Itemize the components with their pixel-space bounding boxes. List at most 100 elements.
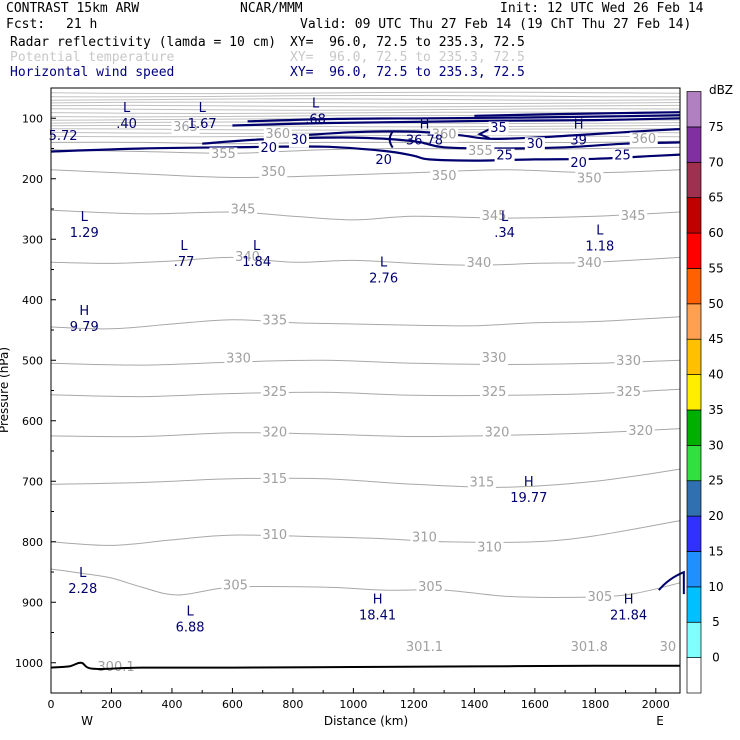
wind-label: 20: [570, 156, 587, 171]
theta-label: 360: [265, 127, 290, 142]
wind-label: 20: [375, 153, 392, 168]
theta-label-bg: [466, 144, 495, 159]
extremum-value: 1.84: [242, 255, 271, 270]
wind-label: 30: [527, 137, 544, 152]
colorbar-swatch: [686, 268, 702, 305]
colorbar-unit: dBZ: [709, 83, 733, 97]
center-label: NCAR/MMM: [240, 1, 303, 16]
theta-label: 310: [477, 540, 502, 555]
theta-label: 355: [211, 147, 236, 162]
extremum-letter: L: [501, 210, 509, 225]
theta-label: 340: [466, 256, 491, 271]
theta-label-bg: [402, 640, 447, 655]
theta-label-bg: [260, 385, 289, 400]
colorbar-swatch: [686, 338, 702, 375]
west-endpoint-label: W: [81, 714, 93, 728]
extremum-value: 2.76: [369, 271, 398, 286]
extremum-value: .34: [494, 226, 515, 241]
theta-label-bg: [567, 640, 612, 655]
colorbar-swatch: [686, 161, 702, 199]
colorbar-tick-label: 25: [708, 474, 723, 488]
colorbar-tick-label: 75: [708, 120, 723, 134]
field-wind-xy: XY= 96.0, 72.5 to 235.3, 72.5: [290, 65, 525, 80]
theta-label-bg: [619, 209, 648, 224]
wind-label-bg: [373, 153, 394, 168]
colorbar-swatch: [686, 91, 702, 128]
x-tick-label: 0: [48, 698, 55, 711]
theta-upper-contour: [50, 94, 681, 98]
terrain-line: [50, 661, 681, 670]
theta-label-bg: [260, 528, 289, 543]
plot-content: 365 360 355 355 360 360 350 350 350 345 345 345 340 3…: [49, 91, 685, 675]
theta-label: 325: [262, 385, 287, 400]
theta-label-bg: [263, 127, 292, 142]
theta-label-bg: [575, 256, 604, 271]
theta-label-bg: [430, 128, 459, 143]
y-tick-label: 600: [22, 415, 43, 428]
extremum-letter: L: [199, 101, 207, 116]
theta-label: 330: [482, 351, 507, 366]
theta-label-bg: [260, 472, 289, 487]
y-tick-label: 800: [22, 536, 43, 549]
theta-label-bg: [410, 531, 439, 546]
colorbar-swatch: [686, 232, 702, 269]
colorbar-swatch: [686, 586, 702, 623]
theta-label: 340: [577, 256, 602, 271]
theta-label-bg: [259, 165, 288, 180]
extremum-value: 18.41: [359, 608, 396, 623]
extremum-letter: H: [574, 118, 584, 133]
wind-contour-20: [50, 145, 681, 162]
x-tick-label: 600: [222, 698, 243, 711]
theta-contour-360: [50, 140, 681, 145]
wind-label-bg: [258, 141, 279, 156]
extremum-letter: L: [312, 96, 320, 111]
theta-label: 301.8: [571, 640, 608, 655]
extremum-letter: L: [180, 239, 188, 254]
theta-label: 345: [621, 209, 646, 224]
theta-label: 325: [482, 385, 507, 400]
x-tick-label: 2000: [642, 698, 670, 711]
valid-time: Valid: 09 UTC Thu 27 Feb 14 (19 ChT Thu …: [300, 17, 692, 32]
theta-contour-305: [50, 568, 681, 598]
extremum-value: 6.88: [176, 621, 205, 636]
theta-upper-contour: [50, 124, 681, 128]
x-tick-label: 1600: [521, 698, 549, 711]
theta-upper-contour: [50, 131, 681, 134]
theta-label-bg: [221, 578, 250, 593]
extremum-value: .77: [174, 255, 195, 270]
theta-label-bg: [260, 313, 289, 328]
theta-upper-contour: [50, 128, 681, 131]
extremum-letter: H: [420, 118, 430, 133]
extremum-letter: L: [380, 255, 388, 270]
extremum-letter: L: [596, 223, 604, 238]
colorbar-swatch: [686, 515, 702, 552]
colorbar-tick-label: 60: [708, 226, 723, 240]
colorbar-swatch: [686, 197, 702, 234]
theta-contour-320: [50, 428, 681, 438]
theta-label: 345: [482, 209, 507, 224]
theta-label: 320: [485, 425, 510, 440]
theta-label-bg: [229, 203, 258, 218]
wind-label-bg: [488, 121, 509, 136]
extremum-value: .40: [116, 117, 137, 132]
theta-label-bg: [614, 385, 643, 400]
colorbar-tick-label: 5: [712, 615, 720, 629]
extremum-letter: H: [79, 304, 89, 319]
y-axis-label: Pressure (hPa): [0, 347, 11, 433]
colorbar-swatch: [686, 303, 702, 340]
theta-label: 325: [616, 385, 641, 400]
wind-label: 30: [291, 133, 308, 148]
theta-label-bg: [260, 425, 289, 440]
y-tick-label: 200: [22, 173, 43, 186]
x-tick-label: 1000: [339, 698, 367, 711]
extremum-value: 1.29: [70, 226, 99, 241]
theta-label: 350: [261, 165, 286, 180]
y-tick-label: 900: [22, 596, 43, 609]
theta-label-bg: [575, 171, 604, 186]
theta-contour-330: [50, 359, 681, 366]
extremum-letter: H: [524, 475, 534, 490]
extremum-letter: L: [79, 566, 87, 581]
colorbar-swatch: [686, 409, 702, 446]
wind-label: 25: [614, 148, 631, 163]
